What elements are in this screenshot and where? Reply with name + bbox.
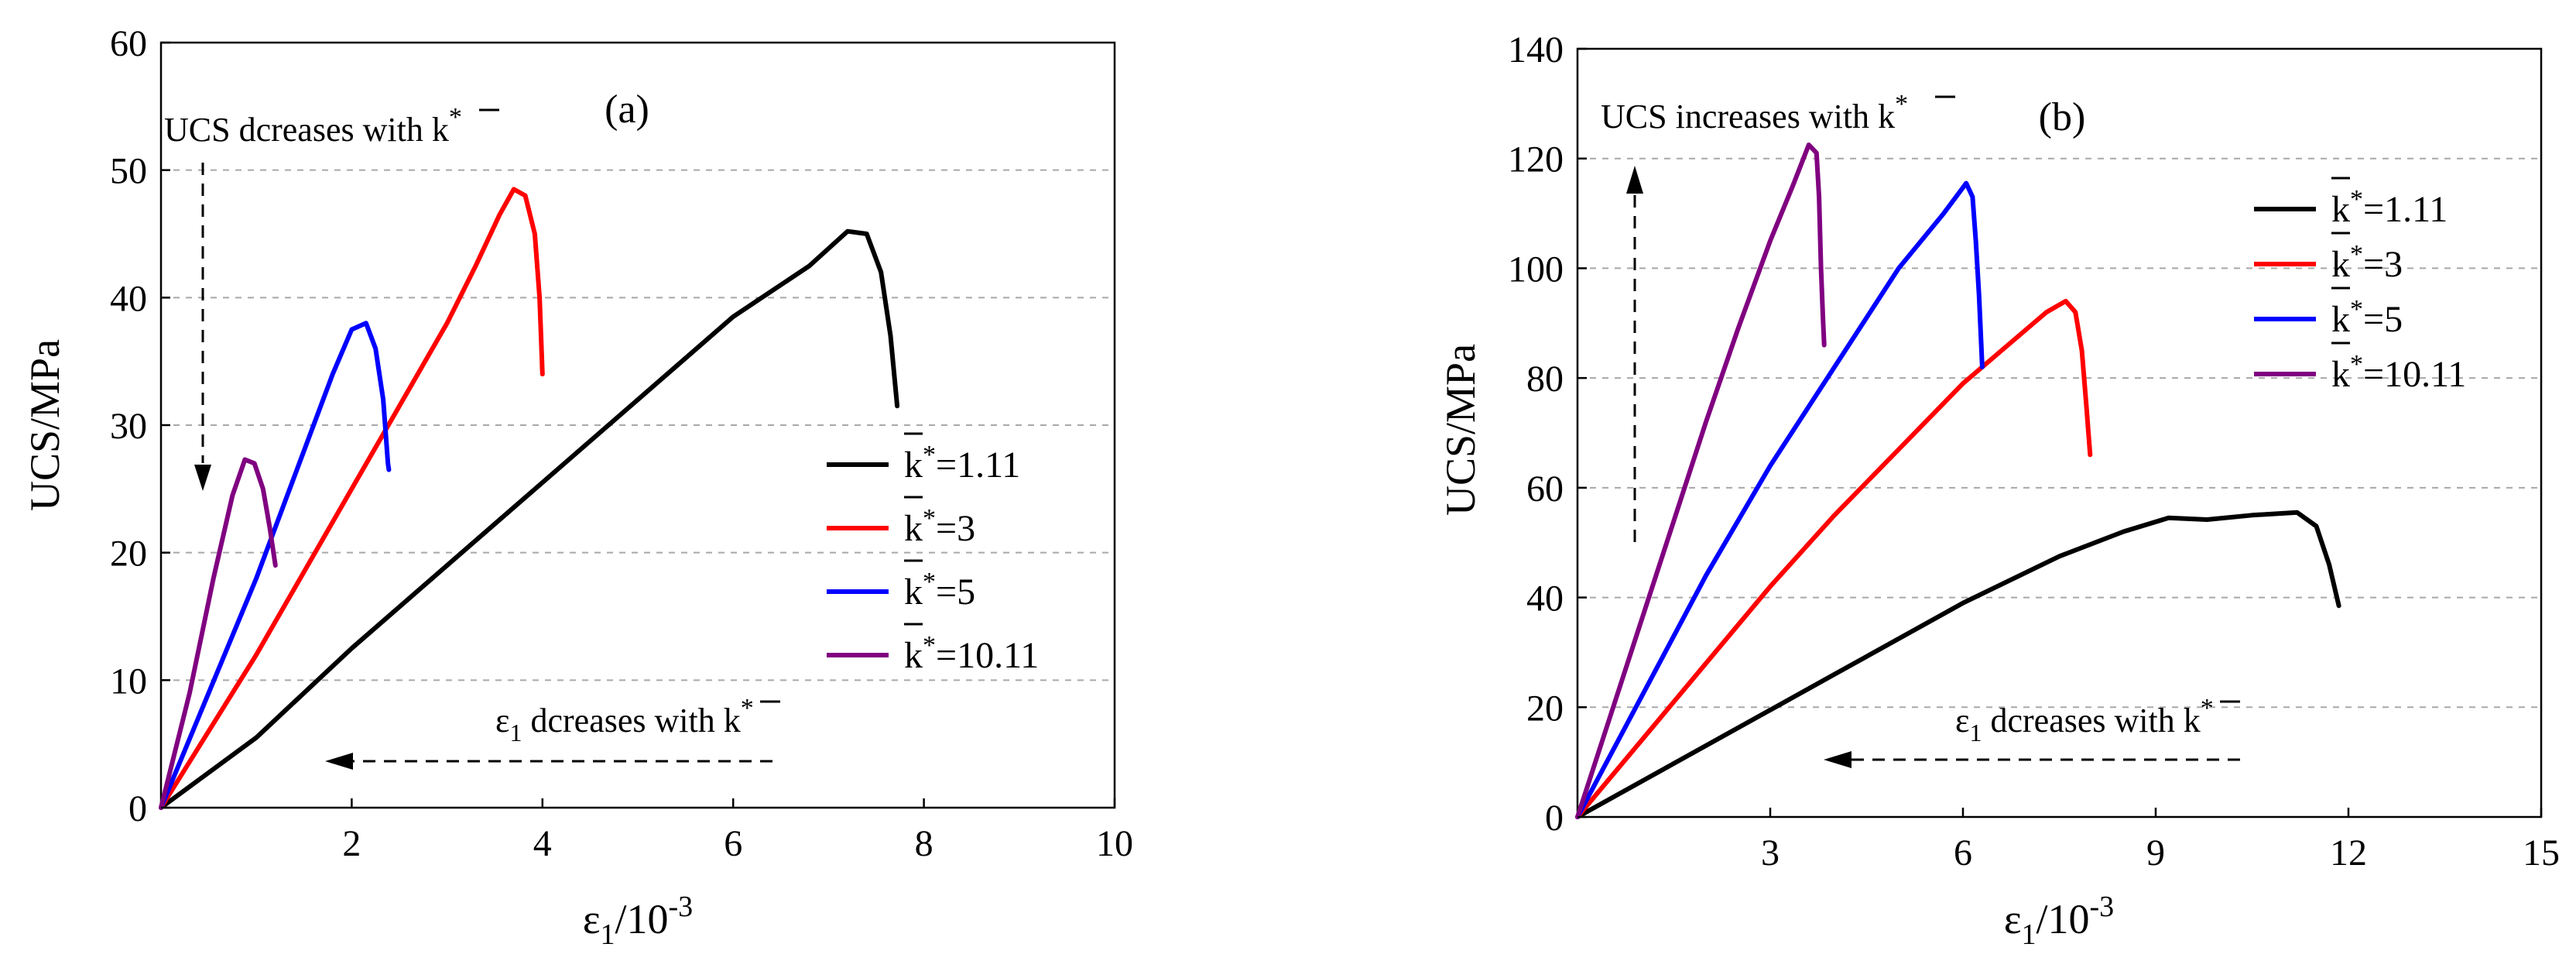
gridlines-b [1577,157,2541,709]
series-line-2 [159,187,545,810]
x-tick-label: 12 [2330,832,2367,873]
legend-entry: k*=10.11 [904,631,1039,676]
plot-frame-b [1576,47,2543,819]
x-tick-labels-b: 3 6 9 12 15 [1761,808,2560,873]
series-line-4 [1575,142,1827,819]
series-line-4 [159,457,278,810]
x-axis-title-a: ε1/10-3 [583,891,693,951]
legend-entry: k*=10.11 [2331,350,2466,395]
series-line-3 [1575,180,1985,819]
x-tick-label: 8 [915,823,933,864]
series-group-a [159,187,900,810]
y-tick-label: 80 [1526,359,1564,400]
strain-trend-annotation-a: ε1 dcreases with k* [495,694,754,746]
legend-entry: k*=5 [2331,295,2403,340]
legend-entry: k*=1.11 [2331,185,2448,230]
legend-b: k*=1.11 k*=3 k*=5 k*=10.11 [2254,177,2466,395]
legend-entry: k*=3 [904,504,975,549]
y-tick-labels-a: 0 10 20 30 40 50 60 [110,23,170,829]
x-tick-label: 10 [1096,823,1133,864]
y-tick-label: 20 [1526,688,1564,729]
legend-a: k*=1.11 k*=3 k*=5 k*=10.11 [827,432,1039,676]
y-tick-label: 60 [1526,468,1564,510]
series-line-2 [1575,298,2093,819]
y-tick-label: 20 [110,534,147,575]
y-axis-title-b: UCS/MPa [1437,344,1484,516]
y-tick-labels-b: 0 20 40 60 80 100 120 140 [1508,29,1587,839]
x-tick-label: 2 [342,823,361,864]
chart-panel-b: 0 20 40 60 80 100 120 140 3 6 9 12 15 (b) UCS/MPa ε… [1437,29,2560,951]
y-tick-label: 0 [128,788,147,829]
y-tick-label: 50 [110,151,147,192]
y-tick-label: 40 [110,278,147,319]
y-tick-label: 140 [1508,29,1564,70]
gridlines-a [161,169,1115,681]
x-tick-label: 9 [2146,832,2165,873]
series-line-3 [159,321,392,810]
y-axis-title-a: UCS/MPa [22,339,68,511]
y-tick-label: 0 [1545,798,1564,839]
arrow-head-left-b [1824,751,1852,768]
series-line-1 [159,228,900,810]
x-tick-label: 6 [1954,832,1972,873]
panel-label-a: (a) [605,88,649,132]
y-tick-label: 60 [110,23,147,64]
x-tick-label: 3 [1761,832,1780,873]
arrow-head-up-b [1626,166,1643,194]
legend-entry: k*=1.11 [904,441,1020,486]
x-tick-label: 4 [533,823,552,864]
ucs-trend-annotation-b: UCS increases with k* [1601,90,1908,136]
panel-label-b: (b) [2039,95,2086,139]
arrow-head-down-a [194,465,211,491]
series-group-b [1575,142,2341,819]
legend-entry: k*=5 [904,568,975,613]
arrow-head-left-a [325,753,353,770]
x-axis-title-b: ε1/10-3 [2004,891,2114,951]
x-tick-labels-a: 2 4 6 8 10 [342,798,1133,864]
y-tick-label: 30 [110,406,147,447]
x-tick-label: 15 [2523,832,2560,873]
y-tick-label: 120 [1508,139,1564,180]
y-tick-label: 40 [1526,578,1564,620]
y-tick-label: 100 [1508,249,1564,290]
ucs-trend-annotation-a: UCS dcreases with k* [164,103,462,149]
legend-entry: k*=3 [2331,240,2403,285]
x-tick-label: 6 [724,823,742,864]
y-tick-label: 10 [110,661,147,702]
chart-panel-a: 0 10 20 30 40 50 60 2 4 6 8 10 (a) UCS/MPa ε1/10-3… [22,23,1133,951]
series-line-1 [1575,510,2341,819]
strain-trend-annotation-b: ε1 dcreases with k* [1955,694,2214,746]
